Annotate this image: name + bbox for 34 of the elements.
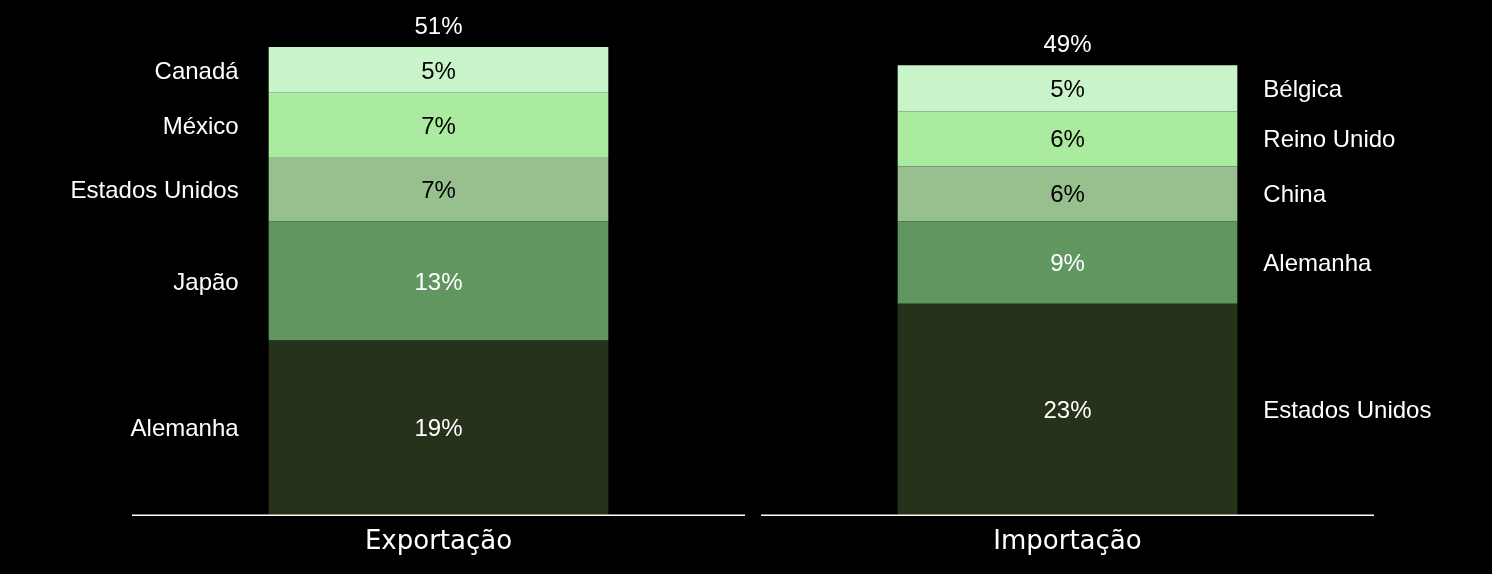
annotation: Alemanha: [130, 414, 240, 442]
x-tick-label: Importação: [993, 525, 1142, 556]
annotation: Bélgica: [1263, 74, 1343, 102]
annotation: México: [162, 111, 239, 139]
data-label: 13%: [414, 267, 463, 295]
annotation: Reino Unido: [1263, 125, 1396, 153]
bar: [268, 340, 609, 515]
data-label: 7%: [421, 111, 456, 139]
annotation: Estados Unidos: [70, 175, 239, 203]
bar: [897, 111, 1238, 167]
data-label: 5%: [421, 56, 456, 84]
bar: [268, 157, 609, 222]
annotation: Estados Unidos: [1263, 395, 1432, 423]
bar: [268, 92, 609, 158]
bar: [268, 47, 609, 93]
data-label: 9%: [1050, 249, 1085, 277]
data-label: 6%: [1050, 180, 1085, 208]
bar: [897, 221, 1238, 304]
annotation: China: [1263, 180, 1327, 208]
data-label: 7%: [421, 175, 456, 203]
bar: [268, 221, 609, 341]
annotation: Japão: [173, 267, 239, 295]
annotation: Canadá: [154, 56, 240, 84]
bar: [897, 65, 1238, 112]
x-tick-label: Exportação: [364, 525, 513, 556]
bar: [897, 166, 1238, 222]
data-label: 6%: [1050, 125, 1085, 153]
annotation: Alemanha: [1263, 249, 1373, 277]
total-label: 51%: [414, 11, 463, 39]
bar: [897, 303, 1238, 515]
total-label: 49%: [1043, 29, 1092, 57]
data-label: 23%: [1043, 395, 1092, 423]
data-label: 19%: [414, 414, 463, 442]
data-label: 5%: [1050, 74, 1085, 102]
